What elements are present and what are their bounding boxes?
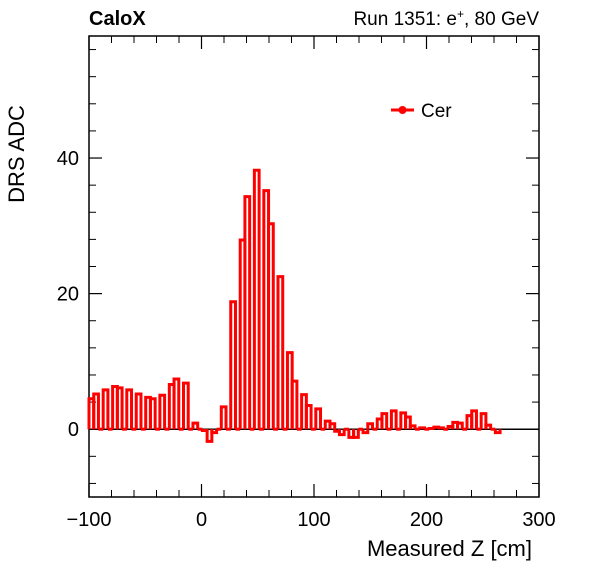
histogram-bin xyxy=(304,403,313,430)
histogram-bin xyxy=(243,195,252,430)
histogram-bin xyxy=(456,421,464,430)
histogram-bin xyxy=(380,412,389,430)
histogram-bin xyxy=(148,397,157,430)
histogram-bin xyxy=(484,423,493,430)
histogram-bin xyxy=(389,409,398,430)
histogram-bin xyxy=(404,415,412,430)
x-tick-label: −100 xyxy=(66,509,111,531)
histogram-bin xyxy=(314,407,323,430)
histogram-bin xyxy=(361,429,370,435)
series-group xyxy=(87,168,502,443)
histogram-bin xyxy=(252,168,261,430)
histogram-bin xyxy=(276,275,285,430)
histogram-bin xyxy=(470,409,478,430)
histogram-bin xyxy=(101,388,110,430)
x-tick-label: 200 xyxy=(410,509,443,531)
x-tick-label: 300 xyxy=(522,509,555,531)
histogram-bin xyxy=(92,392,100,430)
y-tick-label: 20 xyxy=(57,284,79,306)
histogram-bin xyxy=(158,393,167,430)
header-right-label: Run 1351: e+, 80 GeV xyxy=(353,7,539,30)
histogram-bin xyxy=(115,386,124,430)
histogram-bin xyxy=(352,429,360,439)
histogram-bin xyxy=(134,392,143,430)
header-superscript: + xyxy=(457,7,464,21)
histogram-bin xyxy=(408,424,417,430)
histogram-bin xyxy=(172,377,181,430)
y-tick-label: 40 xyxy=(57,148,79,170)
histogram-bin xyxy=(229,300,237,430)
x-axis-ticks: −100 0 100 200 300 xyxy=(66,36,556,531)
histogram-bin xyxy=(205,429,214,443)
histogram-bin xyxy=(219,405,228,430)
legend-label-cer: Cer xyxy=(421,101,452,122)
histogram-bin xyxy=(479,412,488,430)
histogram-bin xyxy=(337,429,346,437)
histogram-bin xyxy=(418,426,426,430)
histogram-bin xyxy=(493,429,502,435)
x-axis-title: Measured Z [cm] xyxy=(367,536,532,561)
histogram-bin xyxy=(267,222,275,430)
histogram-bin xyxy=(366,422,374,430)
legend-marker-cer xyxy=(398,106,407,114)
histogram-bin xyxy=(182,381,190,430)
histogram-bin xyxy=(328,422,337,430)
histogram-bin xyxy=(191,421,200,430)
histogram-bin xyxy=(290,379,299,430)
x-tick-label: 0 xyxy=(196,509,207,531)
y-tick-label: 0 xyxy=(68,419,79,441)
x-tick-label: 100 xyxy=(297,509,330,531)
y-axis-title: DRS ADC xyxy=(4,105,29,203)
histogram-bin xyxy=(437,426,445,430)
legend: Cer xyxy=(391,101,452,122)
header-left-label: CaloX xyxy=(89,8,146,30)
y-axis-ticks: 0 20 40 xyxy=(57,49,539,484)
histogram-bin xyxy=(125,388,134,430)
histogram-bin xyxy=(210,429,219,435)
